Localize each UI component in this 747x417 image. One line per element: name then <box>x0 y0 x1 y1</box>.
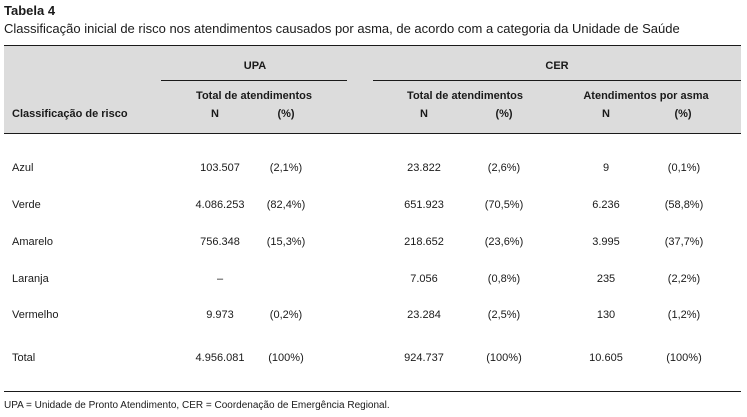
asma-n: 130 <box>596 309 616 321</box>
upa-n: 4.086.253 <box>195 199 245 211</box>
upa-pct: (15,3%) <box>266 236 306 248</box>
cer-asma-header: Atendimentos por asma <box>583 90 709 102</box>
top-rule <box>4 45 741 46</box>
asma-n: 10.605 <box>589 352 623 364</box>
asma-n: 9 <box>602 162 610 174</box>
asma-n: 235 <box>596 273 616 285</box>
upa-group-header: UPA <box>243 60 267 72</box>
table-subtitle: Classificação inicial de risco nos atend… <box>4 21 680 36</box>
asma-n: 3.995 <box>592 236 620 248</box>
row-label: Azul <box>12 162 34 174</box>
table-header-background <box>4 45 741 133</box>
upa-pct-header: (%) <box>277 108 295 120</box>
cer-pct: (23,6%) <box>484 236 524 248</box>
row-label: Laranja <box>12 273 49 285</box>
table-title: Tabela 4 <box>4 3 56 18</box>
cer-pct-header: (%) <box>495 108 513 120</box>
upa-total-header: Total de atendimentos <box>196 90 312 102</box>
asma-pct: (0,1%) <box>667 162 701 174</box>
cer-n: 23.284 <box>407 309 441 321</box>
cer-n: 23.822 <box>407 162 441 174</box>
row-label: Total <box>12 352 36 364</box>
bottom-rule <box>4 391 741 392</box>
header-bottom-rule <box>4 133 741 134</box>
upa-n: – <box>216 273 224 285</box>
cer-n-header: N <box>420 108 428 120</box>
cer-n: 218.652 <box>404 236 444 248</box>
cer-pct: (0,8%) <box>487 273 521 285</box>
asma-pct: (58,8%) <box>664 199 704 211</box>
row-label: Amarelo <box>12 236 53 248</box>
asma-pct: (2,2%) <box>667 273 701 285</box>
asma-n: 6.236 <box>592 199 620 211</box>
upa-pct: (100%) <box>268 352 304 364</box>
cer-group-rule <box>373 80 741 81</box>
cer-group-header: CER <box>545 60 569 72</box>
upa-n: 9.973 <box>206 309 234 321</box>
row-label: Verde <box>12 199 41 211</box>
asma-n-header: N <box>602 108 610 120</box>
footnote: UPA = Unidade de Pronto Atendimento, CER… <box>4 400 390 411</box>
cer-n: 924.737 <box>404 352 444 364</box>
upa-n: 756.348 <box>200 236 240 248</box>
upa-pct: (82,4%) <box>266 199 306 211</box>
row-header: Classificação de risco <box>12 108 128 120</box>
cer-pct: (2,5%) <box>487 309 521 321</box>
asma-pct: (37,7%) <box>664 236 704 248</box>
upa-group-rule <box>161 80 347 81</box>
upa-n: 103.507 <box>200 162 240 174</box>
upa-n: 4.956.081 <box>195 352 245 364</box>
upa-pct: (0,2%) <box>269 309 303 321</box>
cer-n: 651.923 <box>404 199 444 211</box>
cer-pct: (70,5%) <box>484 199 524 211</box>
asma-pct: (1,2%) <box>667 309 701 321</box>
cer-pct: (2,6%) <box>487 162 521 174</box>
asma-pct: (100%) <box>666 352 702 364</box>
cer-total-header: Total de atendimentos <box>407 90 523 102</box>
row-label: Vermelho <box>12 309 59 321</box>
cer-n: 7.056 <box>410 273 438 285</box>
cer-pct: (100%) <box>486 352 522 364</box>
asma-pct-header: (%) <box>674 108 692 120</box>
upa-pct: (2,1%) <box>269 162 303 174</box>
upa-n-header: N <box>211 108 219 120</box>
risk-table: UPA CER Classificação de risco Total de … <box>4 45 741 392</box>
